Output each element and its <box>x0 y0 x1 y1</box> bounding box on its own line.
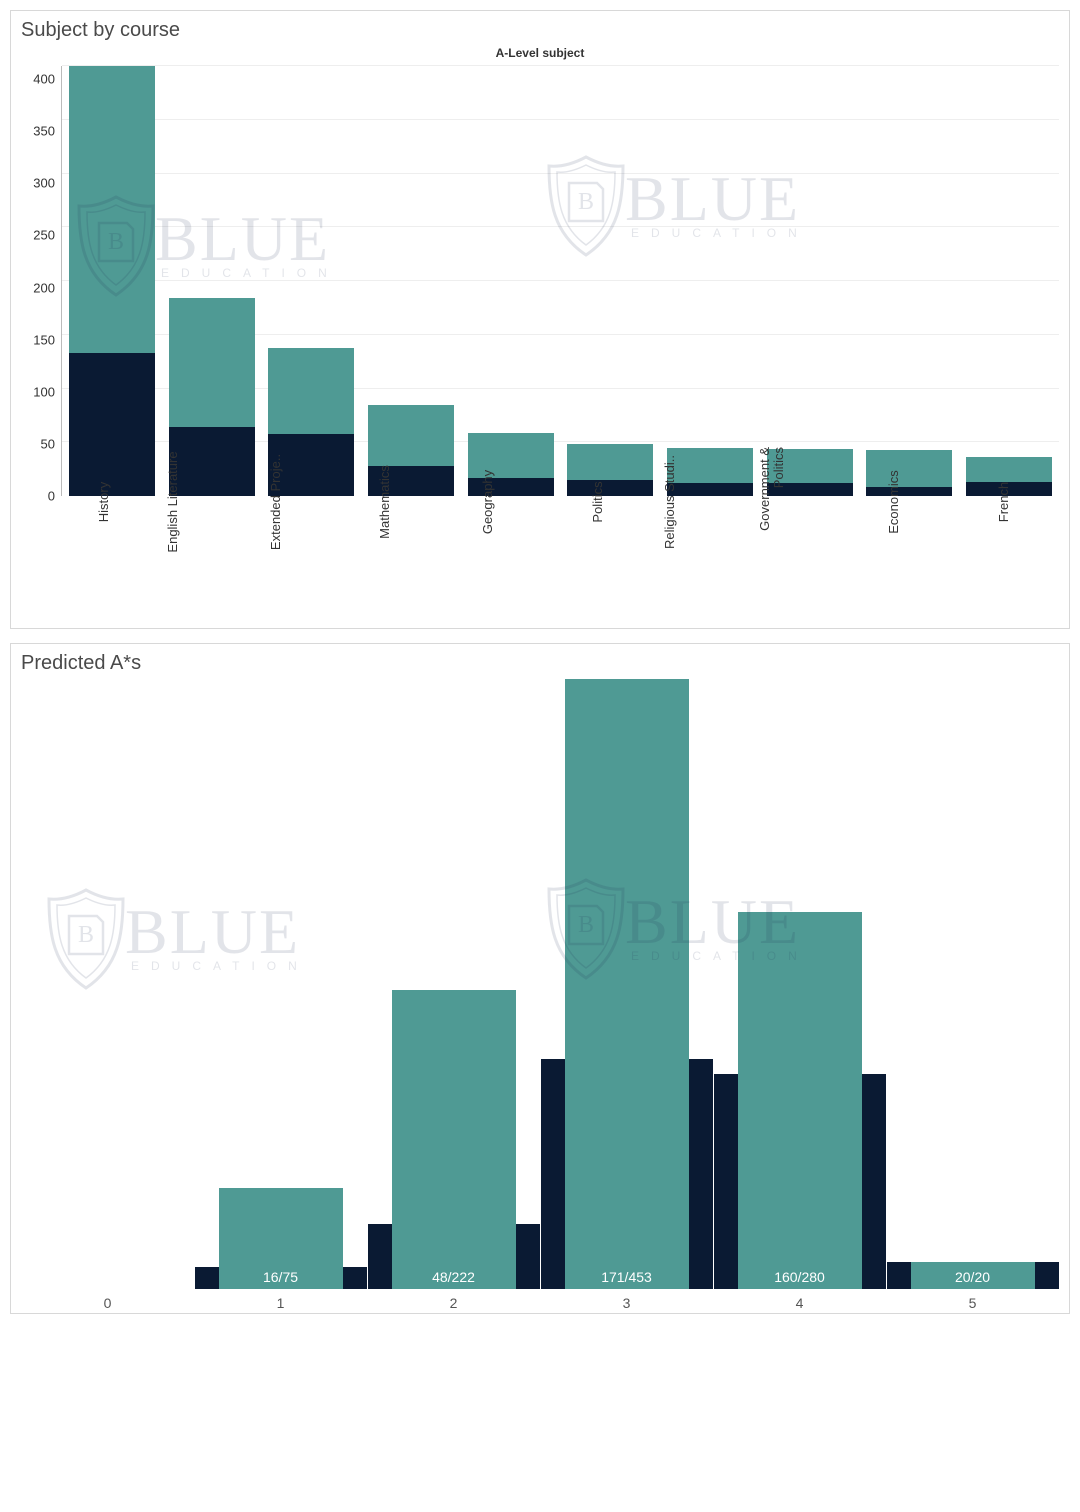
predicted-astars-chart: Predicted A*s 16/75 48/222 171/453 160/280 2… <box>10 643 1070 1314</box>
bar-group: 48/222 <box>367 679 540 1289</box>
stacked-bar <box>866 450 952 496</box>
y-tick: 300 <box>33 177 55 190</box>
bar-group: 160/280 <box>713 679 886 1289</box>
wide-bar: 20/20 <box>911 1262 1035 1289</box>
bar-segment-bottom <box>169 427 255 496</box>
bar-segment-top <box>567 444 653 479</box>
x-label: 5 <box>886 1295 1059 1311</box>
stacked-bar <box>169 298 255 496</box>
bar-slot <box>959 66 1059 496</box>
wide-bar: 160/280 <box>738 912 862 1289</box>
y-tick: 100 <box>33 385 55 398</box>
narrow-bar-left <box>541 1059 565 1289</box>
chart1-title: Subject by course <box>21 19 1059 42</box>
x-label: Religious Studi.. <box>654 502 752 626</box>
chart2-bars-region: 16/75 48/222 171/453 160/280 20/20 <box>21 679 1059 1289</box>
x-label: Politics <box>556 502 654 626</box>
x-label: Economics <box>862 502 960 626</box>
bar-slot <box>261 66 361 496</box>
x-label: Extended Proje.. <box>261 502 359 626</box>
stacked-bar <box>667 448 753 496</box>
bar-slot <box>62 66 162 496</box>
x-label: English Literature <box>159 502 260 626</box>
x-label: Geography <box>457 502 555 626</box>
y-tick: 150 <box>33 333 55 346</box>
x-label: 1 <box>194 1295 367 1311</box>
chart1-bars-region <box>61 66 1059 496</box>
ratio-label: 20/20 <box>955 1269 990 1285</box>
x-label: 0 <box>21 1295 194 1311</box>
chart1-subtitle: A-Level subject <box>21 46 1059 60</box>
y-tick: 50 <box>41 437 55 450</box>
bar-slot <box>561 66 661 496</box>
bar-segment-bottom <box>567 480 653 496</box>
bar-group: 16/75 <box>194 679 367 1289</box>
ratio-label: 160/280 <box>774 1269 825 1285</box>
narrow-bar-left <box>887 1262 911 1289</box>
bar-segment-top <box>169 298 255 427</box>
y-tick: 0 <box>48 490 55 503</box>
narrow-bar-right <box>689 1059 713 1289</box>
y-tick: 200 <box>33 281 55 294</box>
narrow-bar-left <box>368 1224 392 1289</box>
chart2-title: Predicted A*s <box>21 652 1059 675</box>
bar-segment-top <box>368 405 454 466</box>
chart1-plot-area: 400350300250200150100500 <box>21 66 1059 496</box>
chart2-x-labels: 012345 <box>21 1289 1059 1311</box>
chart2-plot-area: 16/75 48/222 171/453 160/280 20/20 <box>21 679 1059 1289</box>
bar-segment-top <box>866 450 952 488</box>
stacked-bar <box>567 444 653 496</box>
chart1-y-axis: 400350300250200150100500 <box>21 66 61 496</box>
bar-slot <box>461 66 561 496</box>
y-tick: 400 <box>33 73 55 86</box>
x-label: 2 <box>367 1295 540 1311</box>
bar-slot <box>660 66 760 496</box>
narrow-bar-left <box>714 1074 738 1289</box>
ratio-label: 171/453 <box>601 1269 652 1285</box>
narrow-bar-right <box>862 1074 886 1289</box>
bar-slot <box>760 66 860 496</box>
x-label: History <box>61 502 159 626</box>
x-label: 3 <box>540 1295 713 1311</box>
subject-by-course-chart: Subject by course A-Level subject 400 350… <box>10 10 1070 629</box>
bar-segment-top <box>268 348 354 434</box>
y-tick: 350 <box>33 125 55 138</box>
narrow-bar-right <box>343 1267 367 1289</box>
narrow-bar-right <box>1035 1262 1059 1289</box>
bar-segment-top <box>966 457 1052 482</box>
narrow-bar-right <box>516 1224 540 1289</box>
bar-segment-bottom <box>866 487 952 496</box>
x-label: French <box>961 502 1059 626</box>
bar-group: 20/20 <box>886 679 1059 1289</box>
bar-group: 171/453 <box>540 679 713 1289</box>
bar-slot <box>860 66 960 496</box>
x-label: Mathematics <box>359 502 457 626</box>
ratio-label: 48/222 <box>432 1269 475 1285</box>
bar-slot <box>162 66 262 496</box>
wide-bar: 16/75 <box>219 1188 343 1289</box>
wide-bar: 171/453 <box>565 679 689 1289</box>
wide-bar: 48/222 <box>392 990 516 1289</box>
narrow-bar-left <box>195 1267 219 1289</box>
bar-segment-bottom <box>667 483 753 496</box>
y-tick: 250 <box>33 229 55 242</box>
bar-segment-top <box>667 448 753 483</box>
ratio-label: 16/75 <box>263 1269 298 1285</box>
stacked-bar <box>69 66 155 496</box>
bar-segment-bottom <box>69 353 155 496</box>
x-label: 4 <box>713 1295 886 1311</box>
bar-slot <box>361 66 461 496</box>
bar-group <box>21 679 194 1289</box>
chart1-x-labels: HistoryEnglish LiteratureExtended Proje.… <box>61 496 1059 626</box>
bar-segment-top <box>69 66 155 353</box>
x-label: Government &Politics <box>752 502 862 626</box>
